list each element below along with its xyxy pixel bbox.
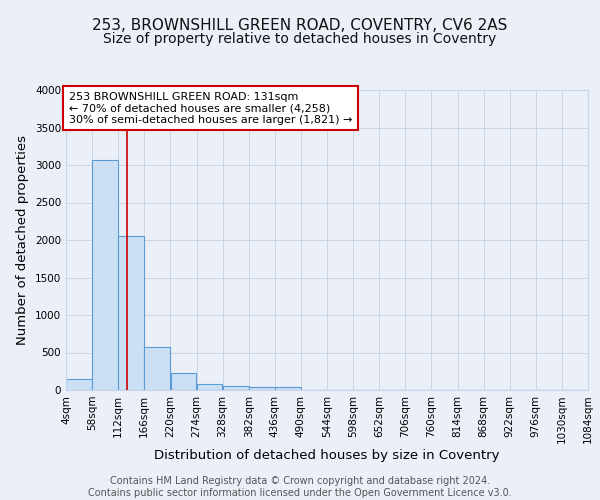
Bar xyxy=(118,236,144,390)
Text: Size of property relative to detached houses in Coventry: Size of property relative to detached ho… xyxy=(103,32,497,46)
Bar xyxy=(92,160,118,390)
X-axis label: Distribution of detached houses by size in Coventry: Distribution of detached houses by size … xyxy=(154,449,500,462)
Bar xyxy=(66,379,92,390)
Text: 253, BROWNSHILL GREEN ROAD, COVENTRY, CV6 2AS: 253, BROWNSHILL GREEN ROAD, COVENTRY, CV… xyxy=(92,18,508,32)
Bar xyxy=(249,387,275,390)
Bar xyxy=(145,347,170,390)
Bar xyxy=(275,386,301,390)
Bar xyxy=(197,384,223,390)
Bar xyxy=(170,373,196,390)
Bar xyxy=(223,386,248,390)
Y-axis label: Number of detached properties: Number of detached properties xyxy=(16,135,29,345)
Text: 253 BROWNSHILL GREEN ROAD: 131sqm
← 70% of detached houses are smaller (4,258)
3: 253 BROWNSHILL GREEN ROAD: 131sqm ← 70% … xyxy=(68,92,352,124)
Text: Contains HM Land Registry data © Crown copyright and database right 2024.
Contai: Contains HM Land Registry data © Crown c… xyxy=(88,476,512,498)
